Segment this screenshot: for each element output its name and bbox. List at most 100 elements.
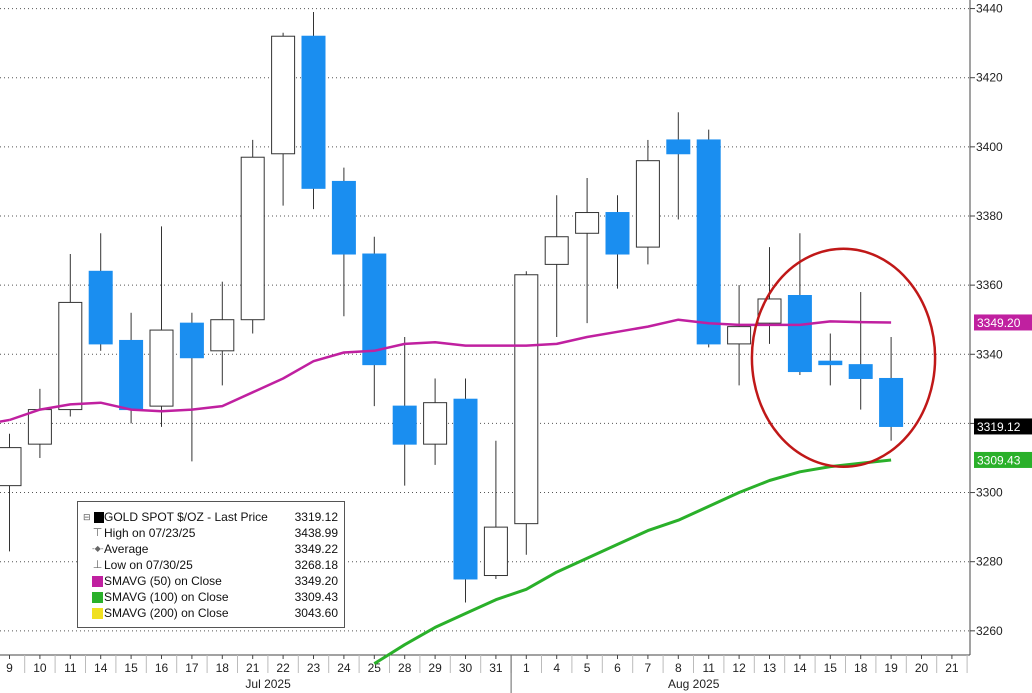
y-tick-label: 3340 [976, 347, 1003, 361]
candle-up [514, 274, 539, 525]
legend-row-average: -◆- Average 3349.22 [82, 541, 338, 557]
expand-icon[interactable]: ⊟ [82, 512, 91, 522]
candle-down [301, 35, 326, 189]
legend-row-sma200: SMAVG (200) on Close 3043.60 [82, 605, 338, 621]
legend-value: 3349.20 [294, 574, 338, 588]
x-tick-label: 21 [945, 661, 959, 675]
price-badge [974, 418, 1032, 435]
x-tick-label: 16 [155, 661, 169, 675]
low-marker-icon: ⊥ [92, 559, 103, 571]
x-tick-label: 19 [884, 661, 898, 675]
x-tick-label: 6 [614, 661, 621, 675]
sma-50-line-start [0, 418, 10, 423]
legend-value: 3309.43 [294, 590, 338, 604]
x-tick-label: 22 [276, 661, 290, 675]
x-tick-label: 15 [824, 661, 838, 675]
candle-down [331, 180, 356, 255]
x-tick-label: 10 [33, 661, 47, 675]
candle-down [605, 212, 630, 255]
legend-value: 3438.99 [294, 526, 338, 540]
candle-up [727, 326, 752, 345]
legend-row-low: ⊥ Low on 07/30/25 3268.18 [82, 557, 338, 573]
price-badge [974, 314, 1032, 331]
y-tick-label: 3260 [976, 624, 1003, 638]
candle-up [271, 35, 296, 155]
y-tick-label: 3440 [976, 2, 1003, 16]
legend-row-sma50: SMAVG (50) on Close 3349.20 [82, 573, 338, 589]
x-tick-label: 14 [94, 661, 108, 675]
legend-value: 3349.22 [294, 542, 338, 556]
average-marker-icon: -◆- [92, 544, 104, 553]
candle-up [149, 329, 174, 407]
legend-swatch [93, 511, 104, 523]
x-tick-label: 29 [428, 661, 442, 675]
x-tick-label: 15 [124, 661, 138, 675]
x-tick-label: 11 [702, 661, 715, 675]
y-tick-label: 3360 [976, 278, 1003, 292]
x-tick-label: 14 [793, 661, 807, 675]
x-tick-label: 18 [854, 661, 868, 675]
month-label: Jul 2025 [245, 677, 291, 691]
legend-swatch [92, 591, 103, 603]
legend-label: Average [104, 542, 149, 556]
candle-up [210, 319, 235, 352]
price-badge-label: 3319.12 [977, 420, 1021, 434]
x-tick-label: 13 [763, 661, 777, 675]
sma-100-line [373, 458, 892, 665]
legend-value: 3268.18 [294, 558, 338, 572]
x-tick-label: 31 [489, 661, 503, 675]
candle-down [696, 139, 721, 345]
x-tick-label: 17 [185, 661, 199, 675]
legend-row-high: ⊤ High on 07/23/25 3438.99 [82, 525, 338, 541]
candle-up [635, 160, 660, 248]
legend-swatch [92, 607, 103, 619]
x-tick-label: 8 [675, 661, 682, 675]
candle-up [240, 156, 265, 321]
x-tick-label: 18 [216, 661, 230, 675]
legend-row-sma100: SMAVG (100) on Close 3309.43 [82, 589, 338, 605]
x-tick-label: 7 [645, 661, 652, 675]
x-tick-label: 21 [246, 661, 260, 675]
legend-label: SMAVG (200) on Close [104, 606, 229, 620]
x-tick-label: 20 [915, 661, 929, 675]
high-marker-icon: ⊤ [92, 527, 103, 539]
candle-up [58, 301, 83, 411]
candle-down [848, 364, 873, 379]
price-badge-label: 3309.43 [977, 453, 1021, 467]
x-tick-label: 30 [459, 661, 473, 675]
candle-down [818, 360, 843, 366]
x-tick-label: 5 [584, 661, 591, 675]
legend-label: SMAVG (50) on Close [104, 574, 222, 588]
legend-value: 3319.12 [294, 510, 338, 524]
x-tick-label: 24 [337, 661, 351, 675]
y-tick-label: 3300 [976, 486, 1003, 500]
x-tick-label: 9 [6, 661, 13, 675]
x-tick-label: 25 [368, 661, 382, 675]
legend-label: Low on 07/30/25 [104, 558, 193, 572]
legend-label: SMAVG (100) on Close [104, 590, 229, 604]
legend-label: High on 07/23/25 [104, 526, 196, 540]
candle-up [575, 212, 600, 234]
x-tick-label: 28 [398, 661, 412, 675]
x-tick-label: 4 [553, 661, 560, 675]
candle-down [179, 322, 204, 359]
candle-down [119, 339, 144, 411]
candle-down [362, 253, 387, 366]
y-tick-label: 3380 [976, 209, 1003, 223]
candle-down [88, 270, 113, 345]
candle-down [787, 295, 812, 373]
legend-value: 3043.60 [294, 606, 338, 620]
annotation-ellipse [750, 247, 937, 468]
candle-down [666, 139, 691, 155]
candle-down [879, 377, 904, 427]
x-tick-label: 23 [307, 661, 321, 675]
legend-label: GOLD SPOT $/OZ - Last Price [104, 510, 268, 524]
candle-down [453, 398, 478, 580]
legend-swatch [92, 575, 103, 587]
legend-row-header: ⊟ GOLD SPOT $/OZ - Last Price 3319.12 [82, 509, 338, 525]
candle-down [392, 405, 417, 445]
price-badge-label: 3349.20 [977, 316, 1021, 330]
y-tick-label: 3400 [976, 140, 1003, 154]
candle-up [0, 447, 22, 487]
